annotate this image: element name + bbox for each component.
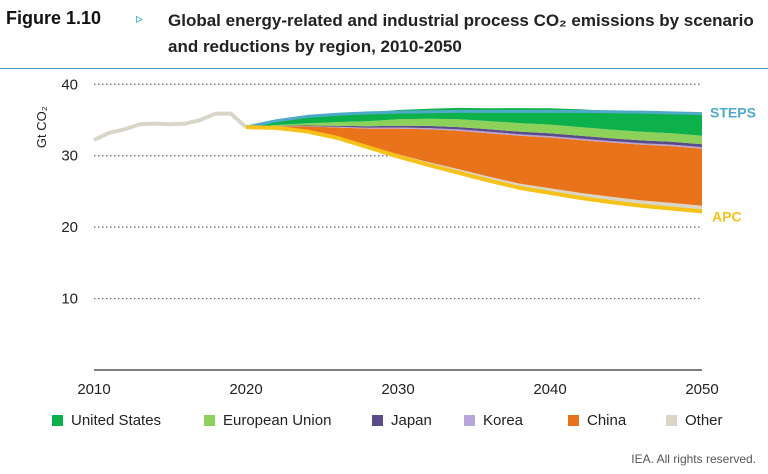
legend-swatch	[204, 415, 215, 426]
legend-label: Other	[685, 412, 723, 429]
legend-item-korea: Korea	[464, 412, 523, 429]
legend-label: Korea	[483, 412, 524, 429]
x-tick-label: 2050	[685, 381, 718, 398]
legend-swatch	[372, 415, 383, 426]
x-tick-label: 2030	[381, 381, 414, 398]
x-tick-label: 2040	[533, 381, 566, 398]
area-european-union	[246, 118, 702, 145]
steps-annotation: STEPS	[710, 105, 756, 121]
figure-label: Figure 1.10	[6, 8, 102, 28]
figure-arrow-icon: ▹	[136, 10, 144, 26]
area-japan	[246, 125, 702, 148]
apc-line	[245, 125, 703, 214]
y-axis-label: Gt CO₂	[34, 106, 49, 148]
header-divider	[0, 68, 768, 69]
area-united-states	[246, 107, 702, 136]
y-tick-label: 40	[61, 76, 78, 93]
x-tick-label: 2020	[229, 381, 262, 398]
apc-annotation: APC	[712, 208, 742, 224]
legend-label: United States	[71, 412, 162, 429]
history-line	[93, 111, 248, 142]
area-china	[246, 126, 702, 206]
y-tick-label: 20	[61, 219, 78, 236]
legend-swatch	[568, 415, 579, 426]
figure-header: Figure 1.10 ▹ Global energy-related and …	[6, 4, 762, 62]
steps-line	[245, 109, 703, 129]
copyright-note: IEA. All rights reserved.	[631, 452, 756, 466]
legend-label: European Union	[223, 412, 332, 429]
y-tick-label: 10	[61, 291, 78, 308]
legend-item-united-states: United States	[52, 412, 161, 429]
legend-swatch	[52, 415, 63, 426]
x-tick-label: 2010	[77, 381, 110, 398]
figure-title: Global energy-related and industrial pro…	[168, 11, 754, 56]
legend-label: China	[587, 412, 627, 429]
legend-label: Japan	[391, 412, 432, 429]
legend-swatch	[464, 415, 475, 426]
area-other	[246, 127, 702, 212]
legend-item-china: China	[568, 412, 626, 429]
legend-item-japan: Japan	[372, 412, 432, 429]
legend-item-european-union: European Union	[204, 412, 331, 429]
legend-item-other: Other	[666, 412, 723, 429]
y-tick-label: 30	[61, 148, 78, 165]
legend-swatch	[666, 415, 677, 426]
